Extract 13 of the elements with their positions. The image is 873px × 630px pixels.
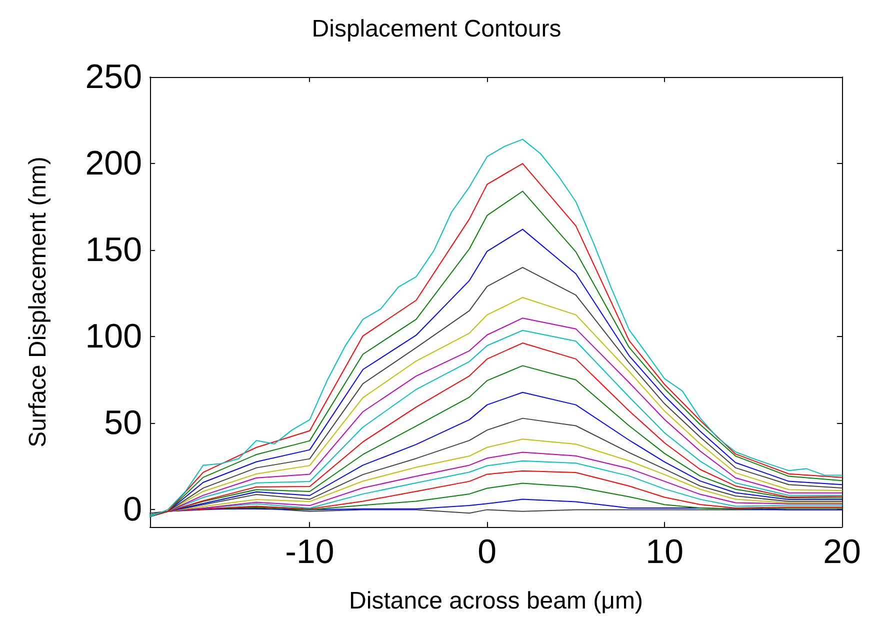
y-axis-title: Surface Displacement (nm) (24, 156, 52, 448)
y-tick-label: 250 (85, 58, 142, 96)
y-tick-label: 100 (85, 318, 142, 356)
x-tick-label: 0 (478, 533, 497, 571)
chart-title: Displacement Contours (312, 16, 562, 42)
y-tick-label: 150 (85, 231, 142, 270)
x-tick-label: 10 (646, 533, 684, 571)
y-tick-label: 50 (104, 404, 142, 442)
y-tick-label: 200 (85, 144, 142, 183)
x-axis-title: Distance across beam (μm) (349, 588, 643, 614)
x-tick-label: -10 (285, 533, 334, 571)
y-tick-label: 0 (123, 490, 142, 529)
x-tick-label: 20 (823, 533, 861, 571)
